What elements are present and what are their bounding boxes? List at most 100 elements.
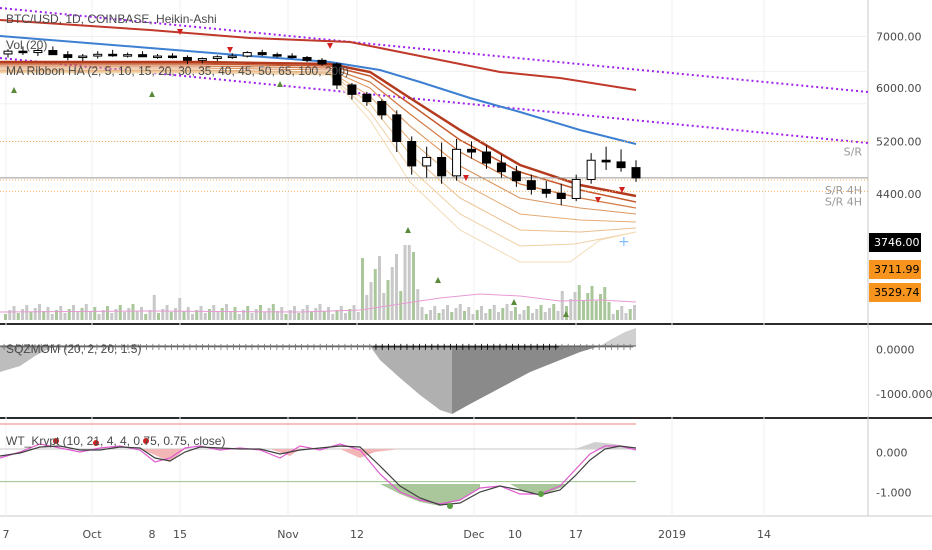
squeeze-cross: + [130, 342, 138, 353]
volume-bar [46, 307, 50, 320]
volume-bar [531, 313, 534, 320]
wt-axis-label: 0.000 [876, 447, 908, 460]
candle-body [138, 54, 148, 58]
volume-bar [450, 312, 454, 320]
volume-bar [611, 314, 615, 320]
squeeze-cross: + [428, 342, 436, 353]
volume-bar [633, 305, 636, 320]
squeeze-cross: + [186, 342, 194, 353]
volume-bar [518, 314, 522, 320]
volume-bar [373, 269, 377, 320]
squeeze-cross: + [539, 342, 547, 353]
ma-200-line [0, 19, 637, 91]
volume-bar [195, 310, 199, 320]
squeeze-cross: + [620, 342, 628, 353]
sqzmom-histogram [600, 328, 636, 346]
volume-bar [607, 302, 611, 320]
candles[interactable] [3, 46, 641, 206]
volume-bar [467, 307, 471, 320]
squeeze-cross: + [378, 342, 386, 353]
squeeze-cross: + [204, 342, 212, 353]
candle-body [526, 180, 536, 190]
time-axis-label: 8 [149, 528, 156, 541]
volume-bar [365, 295, 369, 320]
squeeze-cross: + [304, 342, 312, 353]
buy-signal-marker [277, 81, 283, 87]
squeeze-cross: + [595, 342, 603, 353]
squeeze-cross: + [192, 342, 200, 353]
volume-bar [250, 313, 254, 320]
volume-bar [242, 310, 245, 320]
candle-body [541, 188, 551, 194]
candle-body [347, 84, 357, 95]
volume-bar [441, 309, 445, 320]
volume-bar [76, 312, 80, 320]
volume-bar [84, 304, 88, 320]
volume-bar [182, 311, 186, 320]
volume-bar [344, 313, 347, 320]
squeeze-cross: + [446, 342, 454, 353]
wt-cross-up-dot [538, 491, 544, 497]
wt2-line [0, 445, 637, 506]
volume-bar [216, 312, 220, 320]
volume-bar [348, 309, 352, 320]
wt-cross-down-dot [53, 438, 59, 444]
volume-bar [582, 300, 585, 320]
volume-bar [497, 312, 500, 320]
squeeze-cross: + [118, 342, 126, 353]
squeeze-cross: + [415, 342, 423, 353]
volume-bar [186, 307, 190, 320]
volume-bar [97, 314, 101, 320]
squeeze-cross: + [6, 342, 14, 353]
volume-bar [25, 305, 29, 320]
squeeze-cross: + [180, 342, 188, 353]
volume-bar [556, 311, 560, 320]
buy-signal-marker [511, 299, 517, 305]
candle-body [257, 52, 267, 56]
squeeze-cross: + [297, 342, 305, 353]
volume-legend: Vol (20) [6, 38, 48, 52]
volume-bar [67, 309, 71, 320]
ma-ribbon-line [0, 72, 637, 263]
squeeze-cross: + [545, 342, 553, 353]
sqzmom-panel: ++++++++++++++++++++++++++++++++++++++++… [0, 328, 868, 416]
squeeze-cross: + [403, 342, 411, 353]
squeeze-cross: + [25, 342, 33, 353]
squeeze-cross: + [279, 342, 287, 353]
candle-body [197, 58, 207, 61]
candle-body [227, 55, 237, 59]
volume-bar [80, 308, 84, 320]
volume-bar [616, 310, 619, 320]
price-tag-background [869, 260, 921, 279]
squeeze-cross: + [434, 342, 442, 353]
squeeze-cross: + [167, 342, 175, 353]
squeeze-cross: + [601, 342, 609, 353]
time-axis-label: 12 [350, 528, 364, 541]
squeeze-cross: + [18, 342, 26, 353]
volume-bar [106, 306, 109, 320]
candle-body [123, 54, 133, 57]
buy-signal-marker [11, 87, 17, 93]
sell-signal-marker [595, 197, 601, 203]
volume-bar [131, 304, 135, 320]
volume-bar [89, 311, 92, 320]
sqzmom-axis-label: -1000.0000 [876, 388, 932, 401]
candle-body [407, 141, 417, 167]
candle-body [601, 159, 611, 163]
candle-body [332, 63, 342, 86]
volume-bar [263, 312, 267, 320]
time-axis-label: Oct [82, 528, 102, 541]
volume-bar [254, 309, 258, 320]
volume-bar [293, 306, 296, 320]
volume-bar [301, 309, 305, 320]
volume-bar [152, 295, 156, 320]
squeeze-cross: + [347, 342, 355, 353]
squeeze-cross: + [242, 342, 250, 353]
volume-bar [484, 313, 488, 320]
price-tag-background [869, 233, 921, 252]
squeeze-cross: + [31, 342, 39, 353]
wt-axis-label: -1.000 [876, 487, 911, 500]
sell-signal-marker [463, 175, 469, 181]
candle-body [467, 148, 477, 153]
